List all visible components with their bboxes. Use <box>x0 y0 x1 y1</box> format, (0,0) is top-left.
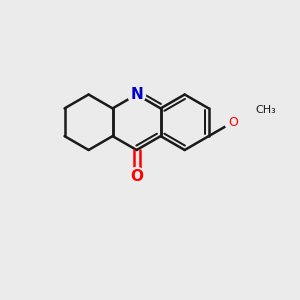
Text: O: O <box>130 169 143 184</box>
Text: O: O <box>228 116 238 129</box>
Circle shape <box>225 114 241 130</box>
Text: CH₃: CH₃ <box>255 106 276 116</box>
Circle shape <box>128 85 146 103</box>
Text: N: N <box>130 87 143 102</box>
Circle shape <box>128 167 146 185</box>
